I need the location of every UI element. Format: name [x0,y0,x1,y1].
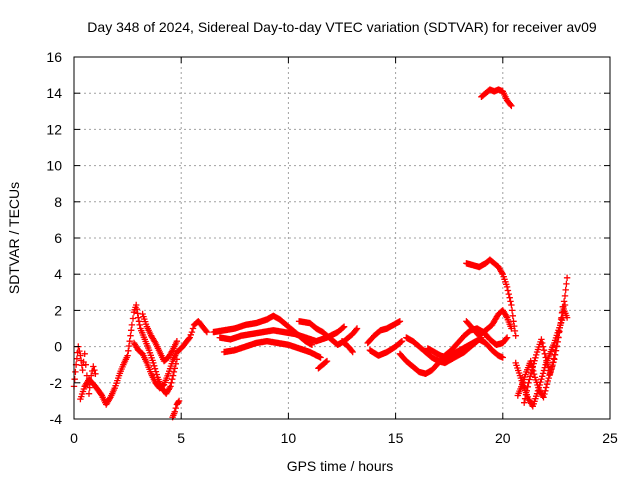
x-tick-label: 25 [602,430,618,446]
data-point-markers [338,338,356,356]
series-trace-l [364,318,404,347]
data-point-markers [521,303,571,406]
data-point-markers [364,318,404,347]
y-tick-label: 10 [46,158,62,174]
series-trace-s [478,86,515,110]
series-trace-j [315,357,331,372]
series-trace-p [424,336,506,361]
series-trace-b [77,301,181,408]
y-axis-label: SDTVAR / TECUs [6,182,22,294]
series-trace-q [463,307,515,339]
y-tick-label: 0 [54,339,62,355]
y-tick-label: 2 [54,302,62,318]
y-tick-label: 6 [54,230,62,246]
series-trace-m [366,338,406,359]
data-point-markers [315,357,331,372]
y-tick-label: -2 [50,375,63,391]
series-trace-d [139,310,181,365]
series-trace-k [338,338,356,356]
data-point-markers [403,334,485,367]
data-point-markers [169,397,183,421]
series-trace-r [463,256,519,339]
series-trace-h [220,338,324,361]
series-trace-o [403,334,485,367]
y-tick-label: -4 [50,411,63,427]
data-points [70,86,571,421]
y-tick-label: 16 [46,49,62,65]
data-point-markers [77,301,181,408]
y-tick-label: 12 [46,121,62,137]
data-point-markers [463,307,515,339]
data-point-markers [220,338,324,361]
x-tick-label: 5 [177,430,185,446]
chart-title: Day 348 of 2024, Sidereal Day-to-day VTE… [87,19,597,35]
x-axis-label: GPS time / hours [287,458,394,474]
series-trace-v [521,303,571,406]
data-point-markers [478,86,515,110]
axes: 0 5 10 15 20 25 -4 -2 0 2 4 6 8 10 12 14 16 [46,49,618,446]
x-tick-label: 10 [281,430,297,446]
data-point-markers [130,318,211,392]
x-tick-label: 0 [70,430,78,446]
x-tick-label: 15 [388,430,404,446]
data-point-markers [366,338,406,359]
series-trace-c [130,318,211,392]
series-trace-e [169,397,183,421]
data-point-markers [424,336,506,361]
data-point-markers [139,310,181,365]
y-tick-label: 14 [46,85,62,101]
y-tick-label: 8 [54,194,62,210]
y-tick-label: 4 [54,266,62,282]
data-point-markers [463,256,519,339]
x-tick-label: 20 [495,430,511,446]
